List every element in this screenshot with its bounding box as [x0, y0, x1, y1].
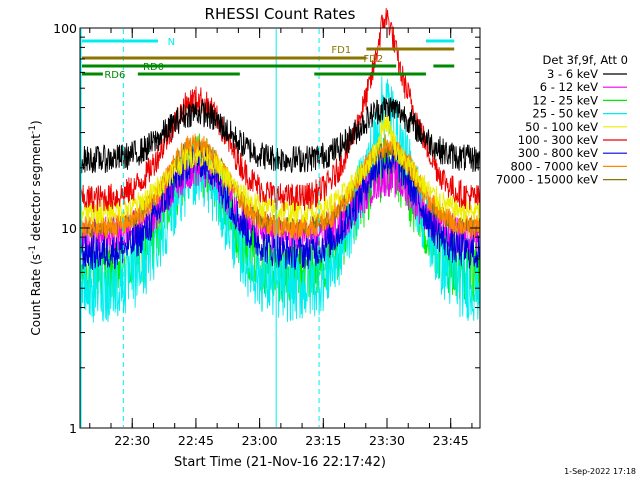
- flag-label: FD1: [331, 45, 351, 56]
- y-axis-label-exponent: -1: [28, 125, 38, 134]
- legend-label: 25 - 50 keV: [532, 107, 598, 121]
- legend-label: 300 - 800 keV: [518, 146, 598, 160]
- flag-label: FD2: [363, 54, 383, 65]
- series-line: [79, 96, 481, 174]
- legend-label: 800 - 7000 keV: [510, 159, 598, 173]
- footer-date: 1-Sep-2022 17:18: [564, 467, 636, 476]
- axes-layer: 22:30 22:45 23:00 23:15 23:30 23:45 1 10 100: [53, 21, 480, 448]
- y-tick-label: 1: [69, 421, 77, 436]
- legend-label: 6 - 12 keV: [540, 80, 598, 94]
- chart-title: RHESSI Count Rates: [205, 5, 356, 23]
- x-tick-label: 22:45: [178, 433, 214, 448]
- y-axis-label-part: detector segment: [29, 134, 43, 245]
- y-axis-label-part: ): [29, 120, 43, 125]
- legend-label: 3 - 6 keV: [547, 67, 598, 81]
- flag-label: RD6: [104, 70, 125, 81]
- legend-label: 12 - 25 keV: [532, 93, 598, 107]
- series-line: [79, 8, 481, 213]
- x-tick-label: 23:30: [369, 433, 405, 448]
- y-tick-label: 100: [53, 21, 77, 36]
- x-tick-label: 23:15: [305, 433, 341, 448]
- series-layer: [79, 8, 481, 323]
- x-axis-label: Start Time (21-Nov-16 22:17:42): [174, 455, 386, 470]
- legend-label: 7000 - 15000 keV: [496, 173, 598, 187]
- legend-label: 100 - 300 keV: [518, 133, 598, 147]
- y-axis-label: Count Rate (s-1 detector segment-1): [28, 120, 43, 335]
- y-tick-label: 10: [61, 221, 77, 236]
- x-tick-label: 23:45: [433, 433, 469, 448]
- flag-label: RD0: [143, 62, 164, 73]
- series-line: [79, 114, 481, 224]
- flag-label: N: [168, 37, 175, 48]
- legend-title: Det 3f,9f, Att 0: [543, 53, 628, 67]
- series-line: [79, 141, 481, 271]
- y-axis-label-exponent: -1: [28, 245, 38, 254]
- x-tick-label: 22:30: [114, 433, 150, 448]
- y-axis-label-part: Count Rate (s: [29, 254, 43, 336]
- x-tick-label: 23:00: [242, 433, 278, 448]
- legend-label: 50 - 100 keV: [525, 120, 598, 134]
